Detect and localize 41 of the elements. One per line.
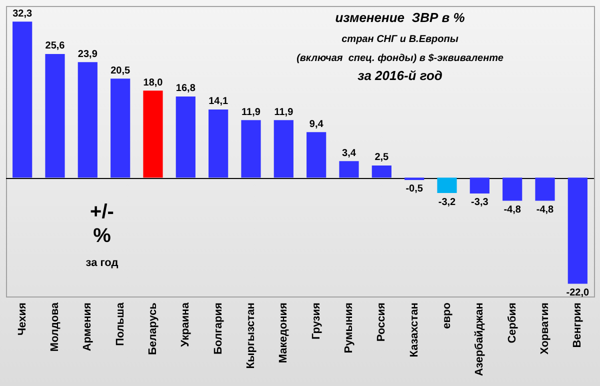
data-label: -4,8	[536, 204, 554, 216]
annotation: за год	[86, 257, 118, 269]
data-label: 32,3	[12, 8, 32, 20]
data-label: 25,6	[45, 40, 66, 52]
data-label: 18,0	[143, 77, 164, 88]
data-label: 23,9	[78, 48, 98, 60]
x-tick-label: Румыния	[343, 302, 356, 354]
data-label: 20,5	[110, 65, 130, 76]
annotation: %	[93, 225, 112, 247]
x-tick-label: евро	[441, 302, 454, 329]
data-label: -0,5	[406, 184, 424, 195]
x-tick-label: Азербайджан	[474, 302, 486, 376]
x-tick-label: Хорватия	[539, 302, 552, 354]
x-tick-label: Венгрия	[572, 302, 584, 348]
data-label: 9,4	[309, 118, 324, 130]
x-tick-label: Армения	[82, 302, 94, 352]
x-tick-label: Молдова	[49, 302, 62, 352]
data-label: 14,1	[208, 96, 228, 108]
data-label: 11,9	[242, 106, 261, 118]
x-tick-label: Казахстан	[408, 302, 420, 358]
data-label: -4,8	[504, 204, 522, 216]
data-label: -3,3	[471, 197, 489, 208]
data-label: 3,4	[342, 148, 356, 159]
x-tick-label: Сербия	[506, 302, 518, 344]
x-tick-label: Кыргызстан	[245, 302, 258, 369]
x-tick-label: Грузия	[310, 302, 322, 340]
data-label: -22,0	[566, 288, 590, 299]
x-tick-label: Чехия	[16, 302, 28, 336]
text: стран СНГ и В.Европы (включая спец. фонды) в $-эквиваленте за 2016-й год	[296, 34, 504, 83]
data-label: -3,2	[438, 196, 456, 208]
x-tick-label: Беларусь	[147, 302, 160, 355]
annotation: +/-	[90, 201, 114, 223]
data-label: 11,9	[274, 106, 294, 118]
x-tick-label: Россия	[376, 302, 388, 342]
x-tick-label: Украина	[180, 302, 192, 347]
x-tick-label: Польша	[114, 302, 126, 346]
data-label: 16,8	[176, 83, 196, 94]
x-tick-label: Болгария	[212, 302, 224, 354]
x-tick-label: Македония	[278, 302, 290, 364]
chart-title: изменение ЗВР в %	[335, 10, 466, 25]
data-label: 2,5	[374, 152, 390, 164]
